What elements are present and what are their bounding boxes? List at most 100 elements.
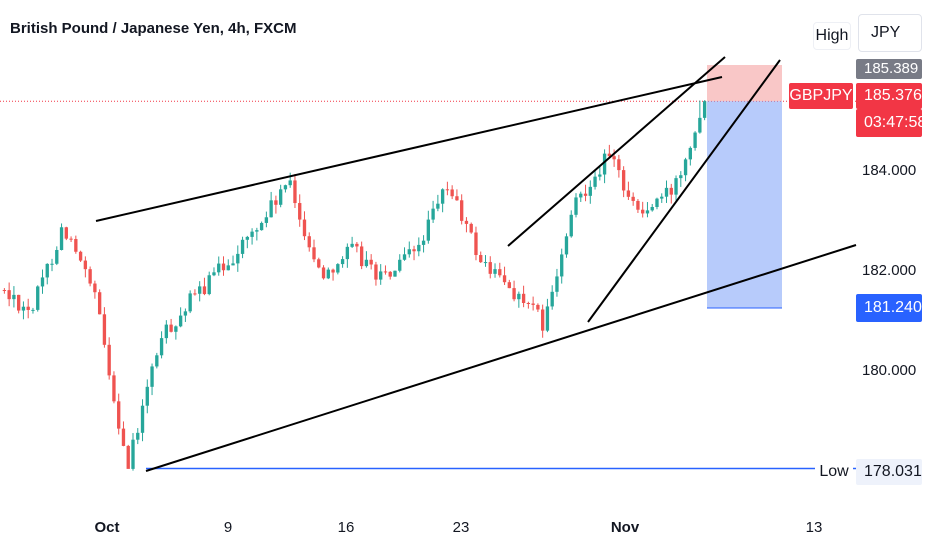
- candle: [121, 421, 126, 447]
- candle: [631, 192, 635, 206]
- candle: [145, 379, 149, 414]
- candle: [660, 193, 664, 203]
- candle: [498, 262, 502, 278]
- candle: [169, 318, 173, 333]
- candle: [250, 228, 254, 245]
- stop-price-badge: 181.240: [856, 294, 922, 322]
- candle: [540, 304, 545, 338]
- candle: [140, 399, 145, 442]
- candle: [26, 298, 30, 319]
- candle: [440, 188, 445, 213]
- candle: [460, 194, 464, 225]
- y-tick-label: 180.000: [862, 362, 916, 379]
- candle: [693, 131, 697, 151]
- candle: [641, 201, 645, 218]
- candle: [664, 180, 669, 203]
- candle: [283, 184, 288, 193]
- candle: [488, 256, 492, 279]
- candle: [702, 100, 707, 121]
- x-tick-label: 23: [453, 519, 470, 536]
- x-tick-label: Oct: [94, 519, 119, 536]
- candle: [560, 248, 564, 284]
- candle: [579, 191, 583, 202]
- stop-loss-zone[interactable]: [707, 65, 782, 102]
- candle: [626, 181, 631, 200]
- wedge-upper-line[interactable]: [507, 56, 726, 247]
- candle: [93, 280, 97, 299]
- candle: [7, 282, 11, 307]
- candle: [531, 296, 535, 311]
- candle: [507, 279, 511, 289]
- candle: [402, 247, 407, 261]
- candle: [240, 236, 245, 259]
- upper-channel-line[interactable]: [95, 76, 723, 222]
- candle: [217, 256, 221, 276]
- candle: [345, 243, 350, 268]
- candle: [469, 222, 473, 234]
- time-axis[interactable]: Oct 9 16 23 Nov 13: [94, 519, 822, 536]
- high-button[interactable]: High: [813, 22, 851, 50]
- lower-channel-line[interactable]: [145, 244, 857, 472]
- candle: [150, 363, 154, 396]
- candle: [321, 265, 326, 280]
- candle: [136, 428, 140, 445]
- candle: [464, 217, 469, 233]
- candle: [331, 268, 335, 281]
- candle: [83, 256, 88, 278]
- candle: [564, 233, 569, 258]
- candle: [198, 281, 202, 302]
- candle: [431, 200, 435, 223]
- candle: [78, 250, 83, 263]
- candle: [174, 325, 178, 340]
- candlestick-series: [2, 100, 707, 471]
- countdown-badge: 03:47:58: [856, 109, 926, 137]
- candle: [588, 180, 592, 204]
- candle: [298, 194, 302, 227]
- candle: [502, 266, 507, 285]
- price-axis[interactable]: 184.000 182.000 180.000: [862, 162, 916, 379]
- candle: [131, 433, 135, 471]
- candle: [683, 157, 688, 182]
- x-tick-label: 13: [806, 519, 823, 536]
- candle: [117, 393, 121, 435]
- candle: [212, 267, 216, 277]
- candle: [598, 165, 602, 181]
- candle: [583, 184, 588, 202]
- y-tick-label: 182.000: [862, 262, 916, 279]
- candle: [264, 211, 269, 228]
- currency-button[interactable]: JPY: [858, 14, 922, 52]
- candle: [221, 256, 226, 276]
- x-tick-label: Nov: [611, 519, 640, 536]
- take-profit-zone[interactable]: [707, 101, 782, 308]
- candle: [45, 263, 49, 285]
- candle: [269, 191, 273, 218]
- candle: [421, 235, 426, 253]
- candle: [226, 259, 230, 271]
- high-value-badge: 185.389: [856, 59, 922, 79]
- candle: [426, 210, 431, 244]
- candle: [36, 285, 40, 312]
- candle: [259, 221, 264, 231]
- wedge-lower-line[interactable]: [587, 59, 781, 323]
- y-tick-label: 184.000: [862, 162, 916, 179]
- candle: [17, 294, 21, 314]
- candle: [274, 195, 278, 214]
- candle: [388, 271, 392, 280]
- candle: [450, 185, 454, 200]
- candle: [74, 235, 78, 254]
- candle: [326, 267, 330, 280]
- x-tick-label: 9: [224, 519, 232, 536]
- candle: [359, 241, 364, 270]
- candle: [112, 371, 116, 404]
- candle: [379, 264, 383, 285]
- candle: [517, 291, 521, 308]
- last-price-badge: 185.376: [856, 83, 922, 109]
- candle: [555, 268, 559, 297]
- candle: [102, 307, 107, 348]
- candle: [350, 236, 354, 248]
- candle: [593, 169, 597, 190]
- candle: [688, 146, 692, 166]
- candle: [88, 266, 92, 287]
- trendlines[interactable]: [95, 56, 857, 472]
